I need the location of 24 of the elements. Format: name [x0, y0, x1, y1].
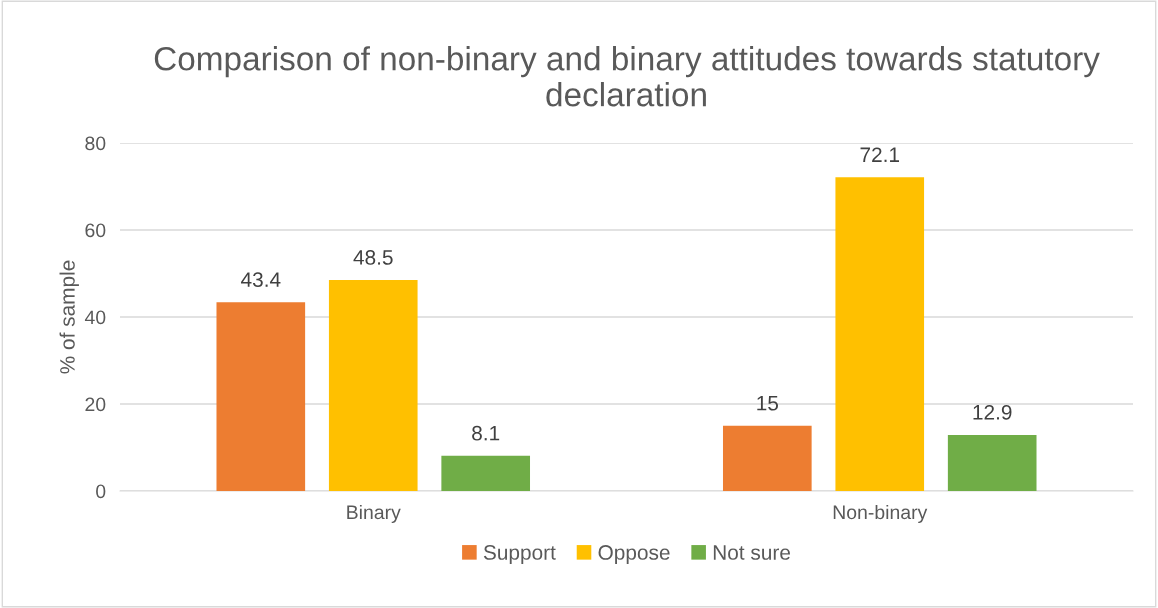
- y-tick-label: 40: [84, 310, 106, 325]
- data-label: 15: [757, 395, 779, 411]
- bar: [441, 455, 531, 491]
- chart-title: Comparison of non-binary and binary attitudes towards statutory declaration: [154, 46, 1100, 107]
- y-tick-label: 80: [85, 136, 106, 151]
- data-label: 72.1: [860, 147, 900, 162]
- x-tick-label: Non-binary: [833, 504, 928, 524]
- x-tick-label: Binary: [347, 504, 401, 524]
- bar: [835, 177, 925, 491]
- legend-label: Oppose: [598, 545, 670, 564]
- bar: [947, 434, 1037, 491]
- legend-label: Not sure: [713, 545, 790, 560]
- legend-label: Support: [483, 545, 556, 564]
- bar: [328, 280, 418, 491]
- y-tick-label: 20: [85, 397, 106, 412]
- data-label: 12.9: [973, 404, 1012, 420]
- y-tick-label: 0: [96, 484, 106, 499]
- y-axis-title: % of sample: [59, 260, 79, 374]
- bar: [722, 425, 812, 491]
- bar: [216, 302, 306, 491]
- data-label: 43.4: [241, 272, 281, 287]
- y-tick-label: 60: [85, 223, 106, 238]
- data-label: 8.1: [472, 425, 500, 441]
- data-label: 48.5: [353, 250, 393, 265]
